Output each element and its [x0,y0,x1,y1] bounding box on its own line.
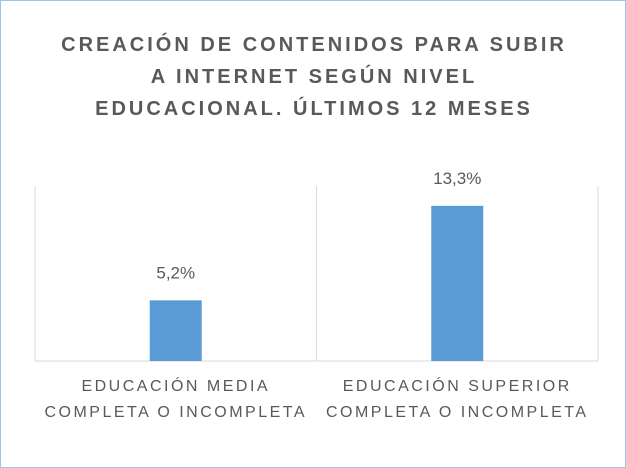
chart-title: CREACIÓN DE CONTENIDOS PARA SUBIR A INTE… [61,34,567,120]
data-label: 13,3% [433,169,481,188]
data-label: 5,2% [156,263,195,282]
bar [149,300,202,361]
x-tick-label: EDUCACIÓN MEDIA COMPLETA O INCOMPLETA [44,378,308,421]
bar [431,205,484,361]
x-tick-label: EDUCACIÓN SUPERIOR COMPLETA O INCOMPLETA [325,378,589,421]
